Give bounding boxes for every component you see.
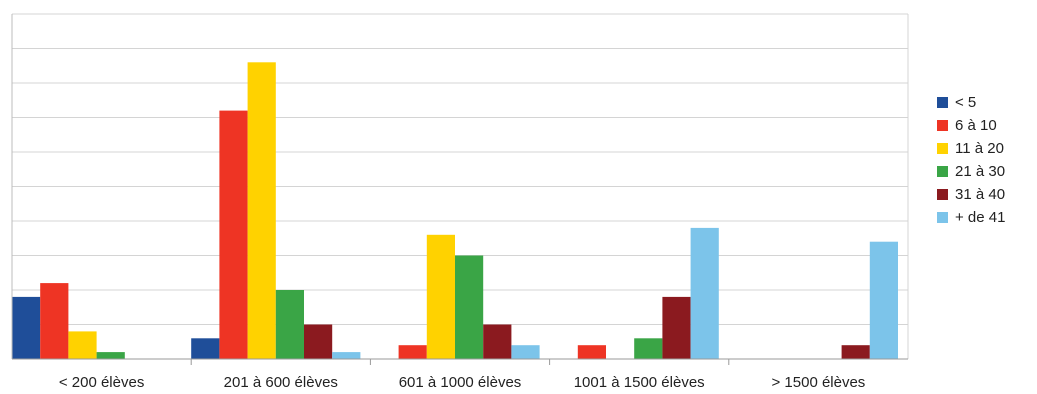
bar-5-3 — [690, 227, 719, 359]
bar-5-2 — [511, 345, 540, 359]
bar-4-4 — [841, 345, 870, 359]
bar-2-1 — [247, 62, 276, 360]
legend-swatch — [937, 189, 948, 200]
x-tick-label: > 1500 élèves — [771, 374, 865, 391]
legend-label: 11 à 20 — [955, 140, 1004, 157]
bar-1-1 — [219, 110, 248, 359]
legend-label: 31 à 40 — [955, 186, 1005, 203]
x-tick-label: 201 à 600 élèves — [224, 374, 338, 391]
x-tick-label: < 200 élèves — [59, 374, 144, 391]
bar-5-1 — [332, 352, 361, 359]
bar-1-2 — [398, 345, 427, 359]
bar-1-0 — [40, 283, 69, 359]
bar-1-3 — [577, 345, 606, 359]
bar-3-1 — [275, 290, 304, 359]
legend-swatch — [937, 120, 948, 131]
gridlines — [12, 13, 908, 360]
legend: < 5 6 à 10 11 à 20 21 à 30 31 à 40 + de 41 — [937, 94, 1005, 226]
bar-3-3 — [634, 338, 663, 359]
axes — [11, 14, 909, 365]
bar-3-2 — [455, 255, 484, 359]
legend-swatch — [937, 143, 948, 154]
legend-label: < 5 — [955, 94, 976, 111]
bar-4-1 — [304, 324, 333, 359]
legend-swatch — [937, 166, 948, 177]
bars — [12, 62, 898, 360]
bar-2-2 — [426, 234, 455, 359]
bar-0-0 — [12, 296, 41, 359]
x-tick-label: 1001 à 1500 élèves — [574, 374, 705, 391]
bar-4-2 — [483, 324, 512, 359]
bar-5-4 — [869, 241, 898, 359]
x-tick-label: 601 à 1000 élèves — [399, 374, 522, 391]
bar-0-1 — [191, 338, 220, 359]
x-tick-labels: < 200 élèves 201 à 600 élèves 601 à 1000 é… — [59, 374, 865, 391]
legend-label: 21 à 30 — [955, 163, 1005, 180]
legend-label: + de 41 — [955, 209, 1005, 226]
legend-swatch — [937, 97, 948, 108]
bar-3-0 — [96, 352, 125, 359]
legend-label: 6 à 10 — [955, 117, 997, 134]
bar-2-0 — [68, 331, 97, 359]
bar-4-3 — [662, 296, 691, 359]
legend-swatch — [937, 212, 948, 223]
